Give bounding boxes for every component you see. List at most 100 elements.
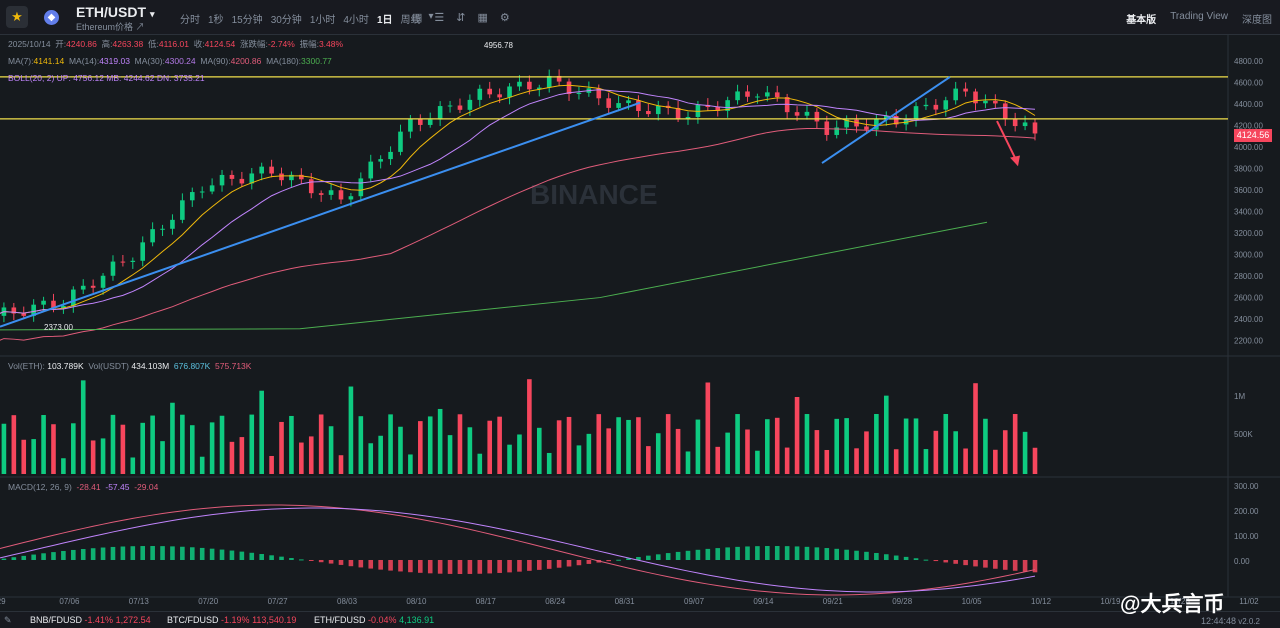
- trendline: [0, 101, 641, 328]
- macd-legend: MACD(12, 26, 9) -28.41 -57.45 -29.04: [8, 482, 158, 492]
- layout-icon[interactable]: ▦: [477, 12, 488, 24]
- interval-tab[interactable]: 15分钟: [231, 15, 263, 26]
- candle-body: [636, 100, 641, 112]
- volume-bar: [616, 417, 621, 474]
- macd-histogram-bar: [71, 549, 76, 560]
- macd-histogram-bar: [140, 546, 146, 560]
- top-toolbar: ★ ◆ ETH/USDT ▾ Ethereum价格 ↗ 分时 1秒 15分钟 30…: [0, 0, 1280, 35]
- indicator-icon[interactable]: ☰: [434, 12, 445, 24]
- ma180-value: 3300.77: [301, 56, 332, 66]
- view-basic[interactable]: 基本版: [1126, 15, 1157, 26]
- macd-histogram-bar: [61, 550, 66, 560]
- volume-bar: [566, 416, 572, 474]
- pair-selector[interactable]: ETH/USDT ▾: [76, 4, 155, 20]
- candle-body: [150, 229, 155, 243]
- ticker-eth[interactable]: ETH/FDUSD -0.04% 4,136.91: [314, 615, 434, 625]
- candle-body: [655, 105, 661, 115]
- volume-bar: [675, 428, 681, 474]
- volume-bar: [814, 430, 820, 474]
- candle-body: [189, 192, 195, 201]
- candle-body: [427, 119, 433, 125]
- volume-bar: [646, 446, 651, 474]
- price-axis-label: 2200.00: [1234, 337, 1263, 346]
- macd-histogram-bar: [1032, 560, 1038, 573]
- interval-tab[interactable]: 分时: [180, 15, 200, 26]
- ohlc-legend: 2025/10/14 开:4240.86 高:4263.38 低:4116.01…: [8, 38, 343, 50]
- view-depth[interactable]: 深度图: [1242, 15, 1272, 26]
- macd-histogram-bar: [576, 560, 582, 566]
- interval-tab[interactable]: 1秒: [208, 15, 224, 26]
- edit-icon[interactable]: ✎: [4, 615, 12, 625]
- volume-bar: [408, 454, 413, 474]
- candle-body: [279, 173, 284, 181]
- view-tradingview[interactable]: Trading View: [1170, 11, 1228, 22]
- ticker-btc[interactable]: BTC/FDUSD -1.19% 113,540.19: [167, 615, 296, 625]
- pair-subtitle[interactable]: Ethereum价格 ↗: [76, 22, 145, 32]
- volume-bar: [189, 425, 195, 474]
- candle-body: [606, 98, 611, 108]
- candle-body: [170, 219, 175, 229]
- candle-body: [130, 260, 136, 262]
- candle-body: [953, 88, 958, 101]
- macd-histogram-bar: [774, 546, 780, 560]
- interval-tab[interactable]: 30分钟: [270, 15, 302, 26]
- compare-icon[interactable]: ⇵: [456, 12, 466, 24]
- volume-bar: [735, 414, 740, 474]
- interval-tab-active[interactable]: 1日: [376, 15, 393, 26]
- volume-bar: [586, 433, 592, 474]
- macd-histogram-bar: [844, 549, 849, 560]
- candle-body: [358, 178, 364, 197]
- price-axis-label: 3200.00: [1234, 229, 1263, 238]
- volume-bar: [289, 415, 294, 474]
- candle-body: [199, 191, 205, 193]
- macd-histogram-bar: [180, 546, 185, 560]
- price-axis-label: 4800.00: [1234, 57, 1263, 66]
- candle-body: [1022, 122, 1028, 127]
- candle-body: [616, 103, 621, 108]
- vol-ma1-value: 676.807K: [173, 361, 211, 371]
- volume-bar: [973, 383, 978, 474]
- volume-bar: [527, 379, 532, 474]
- favorite-star-icon[interactable]: ★: [6, 6, 28, 28]
- ma7-line: [0, 84, 1036, 314]
- candle-body: [249, 173, 255, 184]
- macd-histogram-bar: [51, 552, 56, 560]
- volume-bar: [1, 423, 7, 474]
- ma30-value: 4300.24: [164, 56, 196, 66]
- candle-body: [299, 174, 304, 180]
- macd-histogram-bar: [556, 560, 562, 568]
- chart-area[interactable]: BINANCE 4800.00 4600.00 4400.00 4200.00 4000.…: [0, 34, 1280, 612]
- candle-body: [923, 104, 929, 107]
- date-axis-label: 07/20: [198, 597, 219, 606]
- volume-bar: [725, 432, 730, 474]
- macd-histogram-bar: [1002, 560, 1008, 570]
- candle-body: [507, 86, 512, 98]
- volume-bar: [824, 449, 830, 474]
- ma14-value: 4319.03: [99, 56, 130, 66]
- candle-body: [596, 88, 602, 99]
- ticker-bnb[interactable]: BNB/FDUSD -1.41% 1,272.54: [30, 615, 151, 625]
- volume-bar: [636, 417, 641, 474]
- macd-histogram-bar: [467, 560, 473, 574]
- vol-eth-label: Vol(ETH):: [8, 361, 45, 371]
- candle-body: [626, 100, 631, 104]
- interval-tab[interactable]: 周线: [400, 15, 421, 26]
- ma7-label: MA(7):: [8, 56, 34, 66]
- ticker-name: ETH/FDUSD: [314, 615, 366, 625]
- volume-bar: [11, 415, 17, 474]
- volume-bar: [903, 418, 909, 474]
- volume-legend: Vol(ETH): 103.789K Vol(USDT) 434.103M 67…: [8, 361, 251, 371]
- macd-histogram-bar: [259, 554, 264, 560]
- price-axis-label: 2400.00: [1234, 315, 1263, 324]
- candle-type-icon[interactable]: ▤: [412, 12, 423, 24]
- settings-icon[interactable]: ⚙: [499, 12, 510, 24]
- bottom-ticker-bar: ✎ BNB/FDUSD -1.41% 1,272.54 BTC/FDUSD -1…: [0, 611, 1280, 628]
- date-axis-label: 07/06: [59, 597, 80, 606]
- interval-tab[interactable]: 4小时: [343, 15, 369, 26]
- macd-histogram-bar: [338, 560, 344, 565]
- more-intervals-chevron-icon[interactable]: ▾: [428, 11, 434, 22]
- interval-tab[interactable]: 1小时: [309, 15, 336, 26]
- macd-histogram-bar: [874, 552, 879, 560]
- macd-histogram-bar: [497, 560, 502, 573]
- candle-body: [348, 196, 354, 200]
